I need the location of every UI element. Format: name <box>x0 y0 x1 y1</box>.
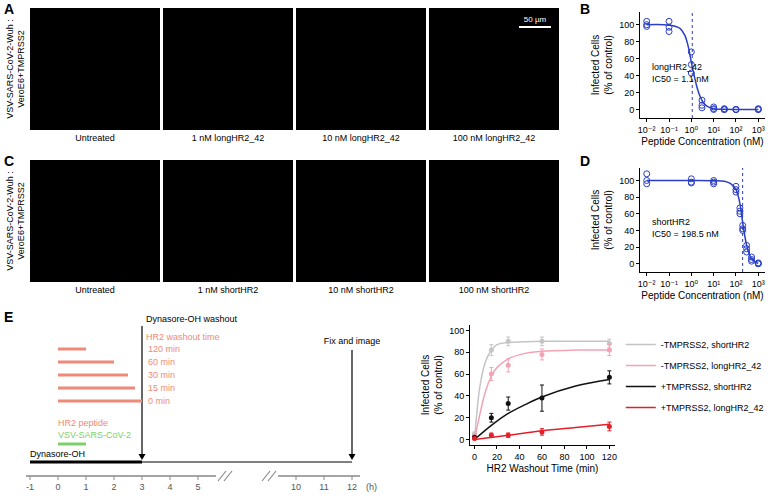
svg-text:D: D <box>580 153 590 169</box>
svg-text:-TMPRSS2, longHR2_42: -TMPRSS2, longHR2_42 <box>661 361 762 371</box>
svg-text:10⁰: 10⁰ <box>685 279 699 289</box>
svg-text:120: 120 <box>602 452 617 462</box>
svg-text:30 min: 30 min <box>148 370 175 380</box>
svg-text:10¹: 10¹ <box>707 125 720 135</box>
svg-text:10⁰: 10⁰ <box>685 125 699 135</box>
svg-text:Untreated: Untreated <box>75 133 115 143</box>
svg-text:C: C <box>4 153 14 169</box>
svg-text:0: 0 <box>629 105 634 115</box>
svg-text:Infected Cells(% of control): Infected Cells(% of control) <box>590 35 614 96</box>
svg-text:10³: 10³ <box>752 125 765 135</box>
svg-text:VeroE6+TMPRSS2: VeroE6+TMPRSS2 <box>16 182 26 259</box>
svg-text:0: 0 <box>55 482 60 492</box>
svg-text:10⁻²: 10⁻² <box>638 125 656 135</box>
svg-text:HR2 peptide: HR2 peptide <box>58 418 108 428</box>
svg-text:100: 100 <box>579 452 594 462</box>
svg-text:20: 20 <box>624 242 634 252</box>
svg-text:80: 80 <box>454 347 464 357</box>
svg-text:Dynasore-OH: Dynasore-OH <box>30 449 85 459</box>
svg-text:HR2 washout time: HR2 washout time <box>146 332 220 342</box>
svg-text:A: A <box>4 1 14 17</box>
svg-text:60: 60 <box>454 369 464 379</box>
svg-text:40: 40 <box>514 452 524 462</box>
svg-text:0: 0 <box>472 452 477 462</box>
svg-text:-TMPRSS2, shortHR2: -TMPRSS2, shortHR2 <box>661 340 750 350</box>
svg-text:Infected Cells(% of control): Infected Cells(% of control) <box>420 355 444 416</box>
svg-text:10²: 10² <box>729 125 742 135</box>
svg-text:100 nM shortHR2: 100 nM shortHR2 <box>459 285 530 295</box>
svg-text:(h): (h) <box>366 482 377 492</box>
svg-text:10¹: 10¹ <box>707 279 720 289</box>
svg-text:+TMPRSS2, longHR2_42: +TMPRSS2, longHR2_42 <box>661 403 764 413</box>
svg-text:20: 20 <box>624 88 634 98</box>
svg-text:1 nM shortHR2: 1 nM shortHR2 <box>198 285 259 295</box>
svg-text:+TMPRSS2, shortHR2: +TMPRSS2, shortHR2 <box>661 382 752 392</box>
svg-text:-1: -1 <box>26 482 34 492</box>
svg-text:100 nM longHR2_42: 100 nM longHR2_42 <box>453 133 536 143</box>
svg-text:1 nM longHR2_42: 1 nM longHR2_42 <box>192 133 265 143</box>
svg-text:0 min: 0 min <box>148 396 170 406</box>
svg-text:12: 12 <box>347 482 357 492</box>
svg-text:50 µm: 50 µm <box>524 15 547 24</box>
svg-text:4: 4 <box>167 482 172 492</box>
svg-text:10 nM longHR2_42: 10 nM longHR2_42 <box>322 133 400 143</box>
svg-text:10: 10 <box>291 482 301 492</box>
svg-text:0: 0 <box>629 259 634 269</box>
svg-text:40: 40 <box>454 391 464 401</box>
svg-text:80: 80 <box>624 192 634 202</box>
svg-text:40: 40 <box>624 71 634 81</box>
svg-text:Untreated: Untreated <box>75 285 115 295</box>
svg-text:100: 100 <box>449 326 464 336</box>
svg-text:3: 3 <box>139 482 144 492</box>
svg-text:Peptide Concentration (nM): Peptide Concentration (nM) <box>641 290 763 301</box>
svg-text:shortHR2IC50 = 198.5 nM: shortHR2IC50 = 198.5 nM <box>652 217 719 239</box>
svg-text:10²: 10² <box>729 279 742 289</box>
svg-text:B: B <box>580 1 590 17</box>
svg-text:VSV-SARS-CoV-2-Wuh :: VSV-SARS-CoV-2-Wuh : <box>5 19 15 118</box>
svg-text:100: 100 <box>619 20 634 30</box>
svg-text:10⁻¹: 10⁻¹ <box>660 125 678 135</box>
svg-text:HR2 Washout Time (min): HR2 Washout Time (min) <box>487 463 599 474</box>
svg-text:VSV-SARS-CoV-2-Wuh :: VSV-SARS-CoV-2-Wuh : <box>5 171 15 270</box>
svg-text:VSV-SARS-CoV-2: VSV-SARS-CoV-2 <box>58 430 131 440</box>
svg-text:100: 100 <box>619 176 634 186</box>
svg-text:E: E <box>4 309 13 325</box>
svg-text:Fix and image: Fix and image <box>324 336 381 346</box>
svg-text:120 min: 120 min <box>148 344 180 354</box>
svg-text:0: 0 <box>459 435 464 445</box>
svg-text:15 min: 15 min <box>148 383 175 393</box>
svg-text:longHR2_42IC50 = 1.1 nM: longHR2_42IC50 = 1.1 nM <box>652 62 709 84</box>
svg-text:40: 40 <box>624 226 634 236</box>
svg-text:60: 60 <box>624 54 634 64</box>
svg-text:11: 11 <box>319 482 328 492</box>
svg-text:60: 60 <box>624 209 634 219</box>
svg-text:5: 5 <box>195 482 200 492</box>
svg-text:1: 1 <box>83 482 88 492</box>
svg-text:80: 80 <box>624 37 634 47</box>
svg-text:VeroE6+TMPRSS2: VeroE6+TMPRSS2 <box>16 30 26 107</box>
svg-text:Dynasore-OH washout: Dynasore-OH washout <box>146 314 238 324</box>
svg-text:10⁻¹: 10⁻¹ <box>660 279 678 289</box>
svg-text:10³: 10³ <box>752 279 765 289</box>
svg-text:60 min: 60 min <box>148 357 175 367</box>
svg-text:80: 80 <box>559 452 569 462</box>
svg-text:Peptide Concentration (nM): Peptide Concentration (nM) <box>641 136 763 147</box>
svg-text:10⁻²: 10⁻² <box>638 279 656 289</box>
svg-text:20: 20 <box>492 452 502 462</box>
svg-text:20: 20 <box>454 413 464 423</box>
svg-text:60: 60 <box>537 452 547 462</box>
svg-text:Infected Cells(% of control): Infected Cells(% of control) <box>590 190 614 251</box>
svg-text:2: 2 <box>111 482 116 492</box>
svg-text:10 nM shortHR2: 10 nM shortHR2 <box>328 285 394 295</box>
